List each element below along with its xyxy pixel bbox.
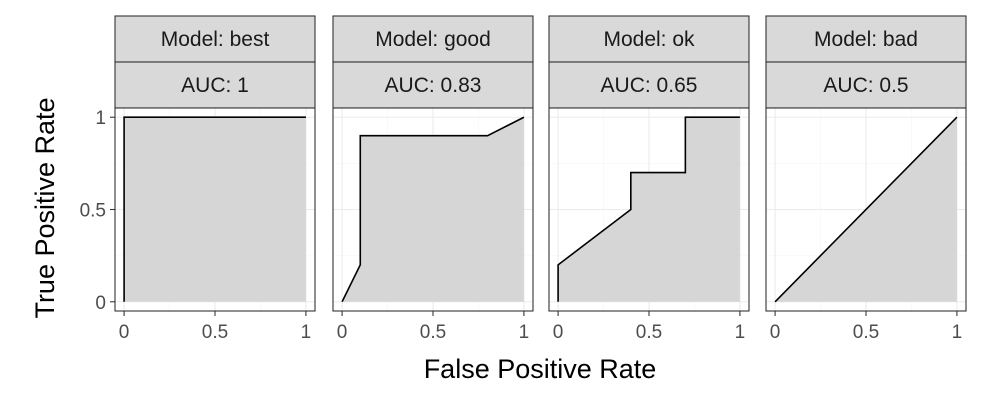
roc-curve-line [341,116,525,303]
y-tick-label: 0 [95,293,106,314]
roc-area [558,117,740,302]
x-tick-label: 1 [301,322,312,343]
y-tick-label: 0.5 [80,201,106,222]
y-axis-title: True Positive Rate [30,97,60,318]
y-tick-label: 1 [95,108,106,129]
facet-panels: Model: best AUC: 1 0 0.5 1 0 0.5 1 Model: good AU… [80,15,967,343]
strip-auc-label: AUC: 0.5 [823,74,908,97]
strip-auc-label: AUC: 0.65 [601,74,698,97]
strip-auc [765,61,967,109]
x-tick-label: 1 [952,322,963,343]
roc-area [342,117,524,302]
x-tick-label: 1 [519,322,530,343]
x-tick-label: 0 [337,322,348,343]
x-tick-label: 1 [735,322,746,343]
roc-area [124,117,306,302]
strip-auc [332,61,534,109]
x-tick-label: 0.5 [853,322,879,343]
strip-model [114,15,316,63]
x-tick-label: 0.5 [420,322,446,343]
strip-model [765,15,967,63]
facet-panel: Model: ok AUC: 0.65 0 0.5 1 [548,15,750,343]
x-tick-label: 0.5 [636,322,662,343]
roc-curve-line [774,116,958,303]
strip-model [548,15,750,63]
x-tick-label: 0 [553,322,564,343]
x-tick-label: 0.5 [202,322,228,343]
facet-panel: Model: good AUC: 0.83 0 0.5 1 [332,15,534,343]
x-tick-label: 0 [119,322,130,343]
strip-auc [548,61,750,109]
strip-auc-label: AUC: 0.83 [385,74,482,97]
x-axis-title: False Positive Rate [424,354,657,384]
roc-curve-line [557,116,740,302]
strip-auc [114,61,316,109]
roc-curve-line [123,116,306,302]
strip-model-label: Model: ok [603,28,695,51]
strip-model-label: Model: good [375,28,491,51]
strip-model [332,15,534,63]
strip-auc-label: AUC: 1 [181,74,249,97]
strip-model-label: Model: bad [814,28,918,51]
strip-model-label: Model: best [161,28,270,51]
x-tick-label: 0 [770,322,781,343]
facet-panel: Model: bad AUC: 0.5 0 0.5 1 [765,15,967,343]
facet-panel: Model: best AUC: 1 0 0.5 1 0 0.5 1 [80,15,316,343]
